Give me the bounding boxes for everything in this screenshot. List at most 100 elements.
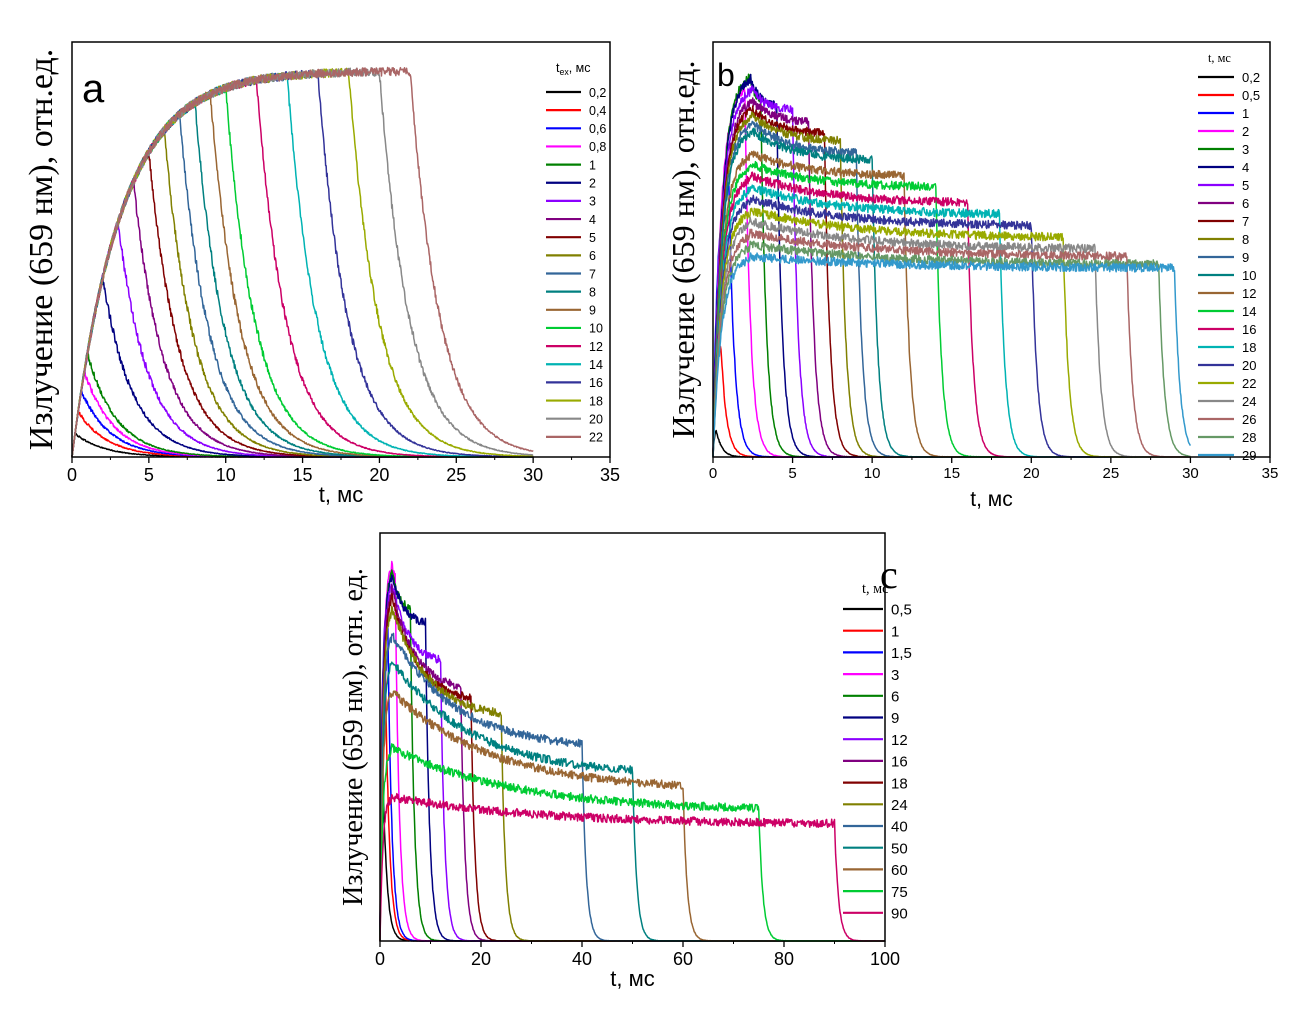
legend-title: t, мс	[1208, 51, 1231, 65]
x-tick-label: 10	[864, 465, 881, 482]
legend-label: 22	[1242, 376, 1256, 391]
legend-label: 10	[589, 322, 603, 336]
legend-title: tex, мс	[556, 61, 591, 77]
legend-label: 40	[891, 819, 908, 836]
series-line-c-12	[379, 583, 886, 942]
legend-label: 6	[891, 689, 899, 706]
legend-label: 1	[891, 623, 899, 640]
series-line-b-7	[712, 105, 1191, 458]
x-axis-label: t, мс	[610, 966, 654, 991]
series-line-b-5	[712, 85, 1191, 458]
legend-label: 2	[1242, 124, 1249, 139]
series-line-c-3	[379, 560, 886, 942]
y-axis-label: Излучение (659 нм), отн. ед.	[338, 568, 369, 906]
legend-label: 16	[891, 754, 908, 771]
x-tick-label: 15	[943, 465, 960, 482]
legend-label: 0,2	[1242, 70, 1260, 85]
legend-label: 9	[891, 710, 899, 727]
legend-label: 18	[589, 394, 603, 408]
legend-label: 8	[589, 285, 596, 299]
x-tick-label: 0	[709, 465, 717, 482]
series-line-b-24	[712, 216, 1191, 458]
x-tick-label: 40	[572, 949, 592, 969]
x-tick-label: 20	[471, 949, 491, 969]
legend-title: t, мс	[862, 581, 888, 597]
series-line-b-26	[712, 228, 1191, 458]
plot-frame	[379, 532, 886, 942]
x-tick-label: 25	[1103, 465, 1120, 482]
legend-label: 14	[589, 358, 603, 372]
legend-label: 12	[1242, 286, 1256, 301]
x-tick-label: 15	[293, 465, 313, 485]
legend-label: 29	[1242, 448, 1256, 463]
panel-label: a	[82, 67, 105, 111]
x-tick-label: 60	[673, 949, 693, 969]
legend-label: 0,6	[589, 122, 606, 136]
legend-title-sub: ex	[559, 67, 569, 77]
x-tick-label: 0	[375, 949, 385, 969]
legend-label: 28	[1242, 430, 1256, 445]
legend-label: 26	[1242, 412, 1256, 427]
series-line-a-0,6	[71, 389, 534, 458]
panel-label: b	[717, 57, 735, 93]
series-line-a-0,8	[71, 369, 534, 458]
legend-label: 3	[1242, 142, 1249, 157]
legend-label: 0,8	[589, 140, 606, 154]
legend-label: 60	[891, 862, 908, 879]
x-tick-label: 35	[600, 465, 620, 485]
series-line-a-20	[71, 67, 534, 457]
legend-label: 8	[1242, 232, 1249, 247]
x-axis-label: t, мс	[319, 482, 363, 507]
series-line-b-6	[712, 97, 1191, 458]
legend-label: 7	[589, 267, 596, 281]
legend: tex, мс0,20,40,60,8123456789101214161820…	[546, 61, 606, 445]
legend-label: 3	[891, 667, 899, 684]
legend-label: 5	[589, 231, 596, 245]
series-line-a-22	[71, 66, 534, 457]
series-line-a-2	[71, 272, 534, 458]
chart-panel-c: 0 20 40 60 80 100 t, мс Излучение (659 нм), отн…	[338, 532, 912, 991]
series-line-c-90	[379, 792, 886, 942]
panel-label: c	[880, 552, 898, 597]
x-tick-label: 5	[144, 465, 154, 485]
legend-label: 1	[1242, 106, 1249, 121]
x-tick-label: 100	[870, 949, 900, 969]
x-tick-label: 0	[67, 465, 77, 485]
legend-label: 9	[1242, 250, 1249, 265]
legend-label: 4	[1242, 160, 1249, 175]
y-axis-label: Излучение (659 нм), отн.ед.	[23, 49, 60, 451]
x-tick-label: 35	[1262, 465, 1279, 482]
x-axis-label: t, мс	[970, 488, 1012, 511]
plot-area	[379, 560, 886, 942]
x-tick-label: 80	[774, 949, 794, 969]
legend-label: 7	[1242, 214, 1249, 229]
series-line-c-6	[379, 569, 886, 942]
legend-label: 20	[1242, 358, 1256, 373]
legend-label: 4	[589, 213, 596, 227]
series-line-c-9	[379, 574, 886, 942]
legend-label: 12	[891, 732, 908, 749]
series-line-a-9	[71, 89, 534, 458]
legend-label: 0,5	[891, 602, 912, 619]
plot-area	[712, 73, 1192, 458]
x-tick-label: 20	[369, 465, 389, 485]
legend-label: 20	[589, 412, 603, 426]
legend-label: 0,2	[589, 86, 606, 100]
legend-label: 1,5	[891, 645, 912, 662]
legend-label: 0,4	[589, 104, 606, 118]
x-tick-label: 30	[1182, 465, 1199, 482]
legend-label: 24	[1242, 394, 1256, 409]
legend: t, мс0,5 1 1,5 3 6 9 12 16 18 24 40 50 60 75 90	[843, 581, 912, 923]
legend-title-main: t	[556, 61, 560, 75]
legend-label: 0,5	[1242, 88, 1260, 103]
series-line-a-12	[71, 77, 534, 458]
legend-label: 18	[1242, 340, 1256, 355]
legend: t, мс0,20,512345678910121416182022242628…	[1198, 51, 1260, 463]
legend-label: 22	[589, 431, 603, 445]
legend-label: 18	[891, 775, 908, 792]
series-line-b-29	[712, 252, 1192, 458]
y-axis-label: Излучение (659 нм), отн.ед.	[665, 61, 701, 439]
plot-area	[71, 66, 534, 458]
